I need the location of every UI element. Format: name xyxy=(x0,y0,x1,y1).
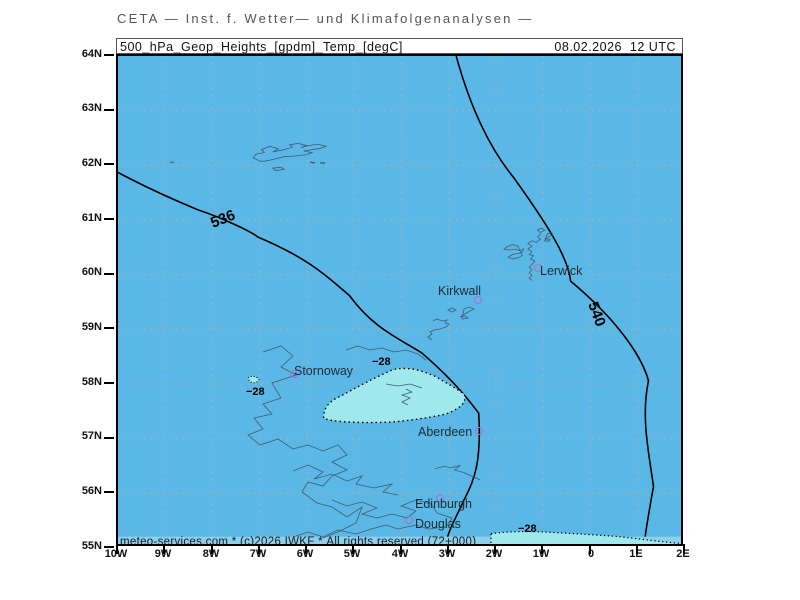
svg-text:540: 540 xyxy=(584,300,609,329)
svg-text:536: 536 xyxy=(208,207,238,232)
